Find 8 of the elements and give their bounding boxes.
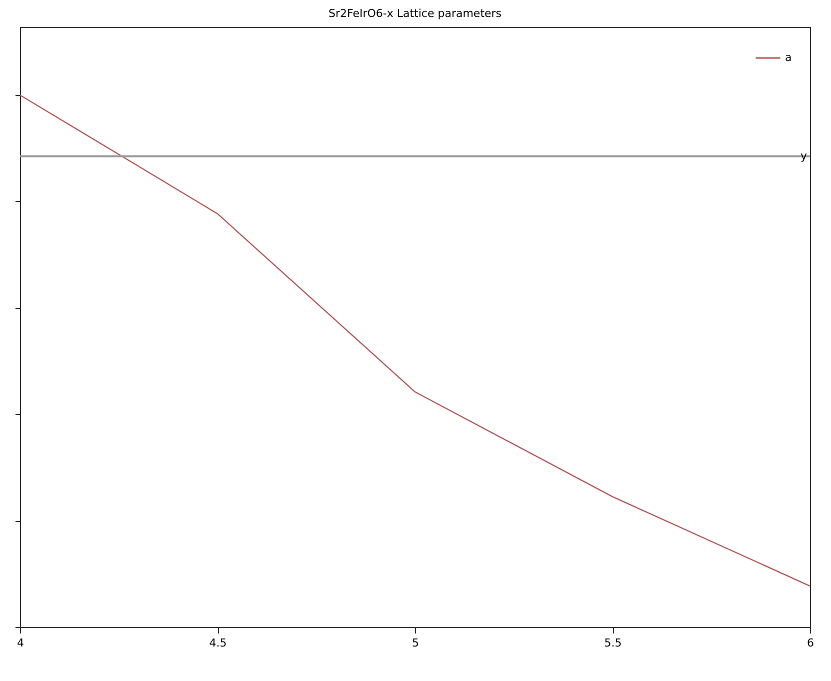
ref-line-label: y	[800, 149, 808, 162]
x-tick-label: 5	[412, 636, 419, 650]
x-tick-label: 6	[807, 636, 814, 650]
legend-label: a	[785, 51, 792, 64]
x-tick-label: 5.5	[604, 636, 622, 650]
x-tick-label: 4.5	[209, 636, 227, 650]
chart-title: Sr2FeIrO6-x Lattice parameters	[328, 7, 502, 20]
x-tick-label: 4	[17, 636, 24, 650]
